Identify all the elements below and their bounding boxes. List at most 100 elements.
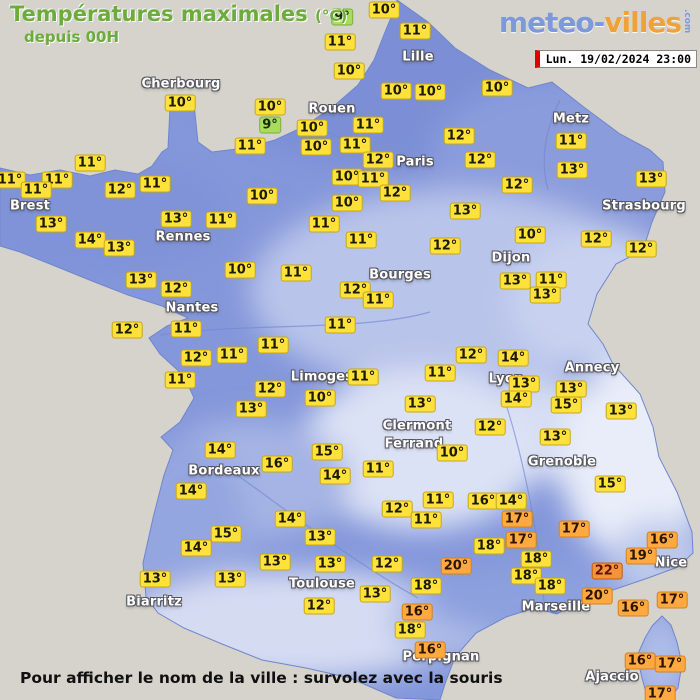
- temp-badge[interactable]: 13°: [314, 555, 346, 573]
- temp-badge[interactable]: 14°: [74, 231, 106, 249]
- temp-badge[interactable]: 11°: [399, 22, 431, 40]
- temp-badge[interactable]: 14°: [495, 492, 527, 510]
- temp-badge[interactable]: 13°: [605, 402, 637, 420]
- temp-badge[interactable]: 11°: [352, 116, 384, 134]
- temp-badge[interactable]: 12°: [464, 151, 496, 169]
- temp-badge[interactable]: 12°: [580, 230, 612, 248]
- temp-badge[interactable]: 11°: [362, 460, 394, 478]
- temp-badge[interactable]: 9°: [331, 8, 353, 26]
- temp-badge[interactable]: 10°: [481, 79, 513, 97]
- temp-badge[interactable]: 12°: [625, 240, 657, 258]
- temp-badge[interactable]: 11°: [216, 346, 248, 364]
- temp-badge[interactable]: 17°: [644, 685, 676, 700]
- temp-badge[interactable]: 11°: [345, 231, 377, 249]
- temp-badge[interactable]: 11°: [74, 154, 106, 172]
- temp-badge[interactable]: 12°: [455, 346, 487, 364]
- temp-badge[interactable]: 13°: [125, 271, 157, 289]
- temp-badge[interactable]: 13°: [304, 528, 336, 546]
- temp-badge[interactable]: 11°: [357, 170, 389, 188]
- temp-badge[interactable]: 13°: [404, 395, 436, 413]
- temp-badge[interactable]: 11°: [410, 511, 442, 529]
- temp-badge[interactable]: 16°: [261, 455, 293, 473]
- temp-badge[interactable]: 13°: [103, 239, 135, 257]
- temp-badge[interactable]: 12°: [180, 349, 212, 367]
- temp-badge[interactable]: 13°: [160, 210, 192, 228]
- temp-badge[interactable]: 13°: [499, 272, 531, 290]
- temp-badge[interactable]: 12°: [254, 380, 286, 398]
- temp-badge[interactable]: 11°: [347, 368, 379, 386]
- temp-badge[interactable]: 11°: [424, 364, 456, 382]
- temp-badge[interactable]: 12°: [160, 280, 192, 298]
- temp-badge[interactable]: 15°: [311, 443, 343, 461]
- temp-badge[interactable]: 10°: [333, 62, 365, 80]
- temp-badge[interactable]: 11°: [555, 132, 587, 150]
- temp-badge[interactable]: 11°: [339, 136, 371, 154]
- temp-badge[interactable]: 14°: [319, 467, 351, 485]
- temp-badge[interactable]: 13°: [35, 215, 67, 233]
- temp-badge[interactable]: 13°: [529, 286, 561, 304]
- temp-badge[interactable]: 12°: [429, 237, 461, 255]
- temp-badge[interactable]: 12°: [371, 555, 403, 573]
- temp-badge[interactable]: 12°: [111, 321, 143, 339]
- temp-badge[interactable]: 17°: [501, 510, 533, 528]
- temp-badge[interactable]: 13°: [508, 375, 540, 393]
- temp-badge[interactable]: 10°: [300, 138, 332, 156]
- temp-badge[interactable]: 12°: [501, 176, 533, 194]
- temp-badge[interactable]: 11°: [324, 33, 356, 51]
- temp-badge[interactable]: 10°: [331, 194, 363, 212]
- temp-badge[interactable]: 18°: [534, 577, 566, 595]
- temp-badge[interactable]: 11°: [170, 320, 202, 338]
- temp-badge[interactable]: 10°: [436, 444, 468, 462]
- temp-badge[interactable]: 10°: [254, 98, 286, 116]
- temp-badge[interactable]: 16°: [414, 641, 446, 659]
- temp-badge[interactable]: 10°: [224, 261, 256, 279]
- temp-badge[interactable]: 20°: [440, 557, 472, 575]
- temp-badge[interactable]: 15°: [210, 525, 242, 543]
- temp-badge[interactable]: 13°: [539, 428, 571, 446]
- temp-badge[interactable]: 12°: [104, 181, 136, 199]
- temp-badge[interactable]: 12°: [303, 597, 335, 615]
- temp-badge[interactable]: 10°: [380, 82, 412, 100]
- temp-badge[interactable]: 12°: [339, 281, 371, 299]
- temp-badge[interactable]: 13°: [235, 400, 267, 418]
- temp-badge[interactable]: 18°: [510, 567, 542, 585]
- temp-badge[interactable]: 13°: [359, 585, 391, 603]
- temp-badge[interactable]: 10°: [414, 83, 446, 101]
- temp-badge[interactable]: 11°: [422, 491, 454, 509]
- temp-badge[interactable]: 18°: [520, 550, 552, 568]
- temp-badge[interactable]: 16°: [401, 603, 433, 621]
- temp-badge[interactable]: 12°: [474, 418, 506, 436]
- temp-badge[interactable]: 15°: [594, 475, 626, 493]
- temp-badge[interactable]: 11°: [308, 215, 340, 233]
- temp-badge[interactable]: 15°: [550, 396, 582, 414]
- temp-badge[interactable]: 14°: [180, 539, 212, 557]
- meteo-villes-logo[interactable]: meteo- villes .com: [499, 6, 692, 39]
- temp-badge[interactable]: 13°: [449, 202, 481, 220]
- temp-badge[interactable]: 11°: [139, 175, 171, 193]
- temp-badge[interactable]: 14°: [274, 510, 306, 528]
- temp-badge[interactable]: 18°: [410, 577, 442, 595]
- temp-badge[interactable]: 11°: [20, 181, 52, 199]
- temp-badge[interactable]: 19°: [625, 547, 657, 565]
- temp-badge[interactable]: 17°: [505, 531, 537, 549]
- temp-badge[interactable]: 12°: [381, 500, 413, 518]
- temp-badge[interactable]: 16°: [646, 531, 678, 549]
- temp-badge[interactable]: 10°: [296, 119, 328, 137]
- temp-badge[interactable]: 17°: [558, 520, 590, 538]
- temp-badge[interactable]: 20°: [581, 587, 613, 605]
- temp-badge[interactable]: 12°: [443, 127, 475, 145]
- temp-badge[interactable]: 10°: [164, 94, 196, 112]
- temp-badge[interactable]: 11°: [257, 336, 289, 354]
- temp-badge[interactable]: 10°: [368, 1, 400, 19]
- temp-badge[interactable]: 16°: [617, 599, 649, 617]
- temp-badge[interactable]: 16°: [624, 652, 656, 670]
- temp-badge[interactable]: 12°: [379, 184, 411, 202]
- temp-badge[interactable]: 11°: [362, 291, 394, 309]
- temp-badge[interactable]: 13°: [214, 570, 246, 588]
- temp-badge[interactable]: 13°: [139, 570, 171, 588]
- temp-badge[interactable]: 18°: [394, 621, 426, 639]
- temp-badge[interactable]: 13°: [555, 380, 587, 398]
- temp-badge[interactable]: 22°: [591, 562, 623, 580]
- temp-badge[interactable]: 10°: [514, 226, 546, 244]
